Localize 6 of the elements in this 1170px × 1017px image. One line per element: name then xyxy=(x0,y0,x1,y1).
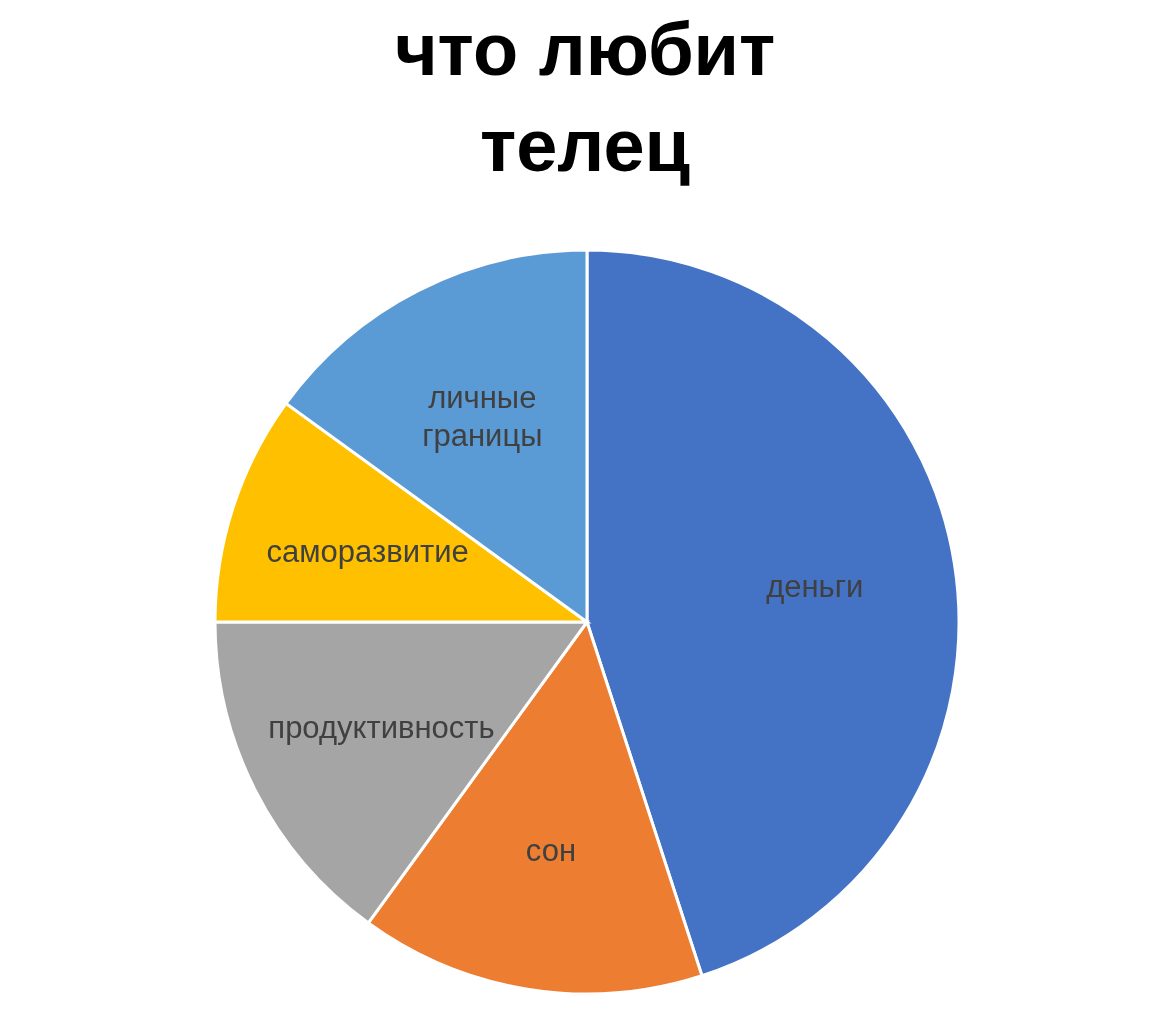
slice-label: личные границы xyxy=(422,380,543,453)
chart-title: что любит телец xyxy=(393,7,777,189)
slice-label: сон xyxy=(525,832,577,868)
slice-label: деньги xyxy=(766,568,864,604)
slice-label: продуктивность xyxy=(268,709,495,745)
slice-label: саморазвитие xyxy=(266,533,469,569)
